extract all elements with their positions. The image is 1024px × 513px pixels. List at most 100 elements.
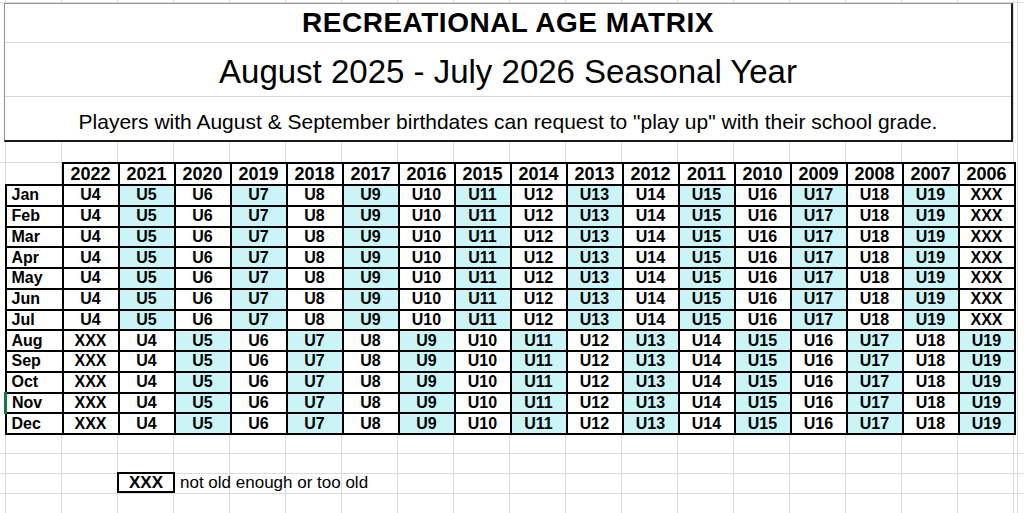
age-cell: U17 (791, 247, 847, 268)
age-cell: U11 (511, 372, 567, 393)
age-cell: U17 (847, 372, 903, 393)
table-row: DecXXXU4U5U6U7U8U9U10U11U12U13U14U15U16U… (6, 413, 1015, 434)
age-cell: U9 (399, 330, 455, 351)
age-cell: U9 (343, 268, 399, 289)
age-cell: U14 (623, 310, 679, 331)
year-header: 2015 (455, 163, 511, 185)
age-cell: U7 (231, 185, 287, 206)
year-header: 2019 (231, 163, 287, 185)
age-cell: U11 (511, 351, 567, 372)
age-cell: U12 (511, 310, 567, 331)
age-cell: U8 (287, 268, 343, 289)
month-label: Nov (6, 393, 63, 414)
age-cell: U10 (399, 310, 455, 331)
age-cell: U9 (343, 185, 399, 206)
year-header: 2007 (903, 163, 959, 185)
year-header: 2022 (63, 163, 119, 185)
age-cell: U18 (847, 206, 903, 227)
age-cell: U12 (567, 413, 623, 434)
age-cell: U18 (903, 330, 959, 351)
age-cell: U8 (287, 206, 343, 227)
table-row: AugXXXU4U5U6U7U8U9U10U11U12U13U14U15U16U… (6, 330, 1015, 351)
table-row: JanU4U5U6U7U8U9U10U11U12U13U14U15U16U17U… (6, 185, 1015, 206)
age-cell: U18 (847, 310, 903, 331)
year-header: 2020 (175, 163, 231, 185)
age-cell: U11 (455, 227, 511, 248)
age-cell: U5 (119, 206, 175, 227)
age-cell: U15 (679, 185, 735, 206)
age-cell: U8 (287, 247, 343, 268)
age-cell: U7 (231, 227, 287, 248)
age-cell: U5 (175, 372, 231, 393)
age-cell: U5 (119, 227, 175, 248)
age-cell: U13 (567, 268, 623, 289)
month-label: May (6, 268, 63, 289)
age-cell: U17 (847, 393, 903, 414)
age-cell: U5 (175, 330, 231, 351)
age-cell: U18 (903, 413, 959, 434)
age-cell: U7 (287, 351, 343, 372)
table-row: FebU4U5U6U7U8U9U10U11U12U13U14U15U16U17U… (6, 206, 1015, 227)
age-cell: U10 (399, 206, 455, 227)
age-cell: U10 (399, 185, 455, 206)
age-cell: U15 (679, 289, 735, 310)
table-row: MarU4U5U6U7U8U9U10U11U12U13U14U15U16U17U… (6, 227, 1015, 248)
age-cell: U10 (399, 268, 455, 289)
table-row: NovXXXU4U5U6U7U8U9U10U11U12U13U14U15U16U… (6, 393, 1015, 414)
age-cell: U8 (343, 372, 399, 393)
age-cell: U18 (903, 393, 959, 414)
age-cell: U13 (567, 227, 623, 248)
age-cell: U17 (791, 310, 847, 331)
age-cell: U19 (903, 310, 959, 331)
age-cell: U14 (623, 247, 679, 268)
age-cell: U4 (63, 185, 119, 206)
age-matrix-table: 2022202120202019201820172016201520142013… (4, 162, 1016, 435)
age-cell: U16 (735, 310, 791, 331)
age-cell: U13 (567, 310, 623, 331)
age-cell: U19 (959, 330, 1015, 351)
age-cell: U8 (343, 393, 399, 414)
age-cell: U11 (511, 330, 567, 351)
month-label: Oct (6, 372, 63, 393)
age-cell: U6 (175, 227, 231, 248)
age-cell: U7 (231, 268, 287, 289)
age-cell: U16 (791, 351, 847, 372)
age-cell: U11 (455, 247, 511, 268)
age-cell: U14 (623, 185, 679, 206)
year-header: 2017 (343, 163, 399, 185)
age-cell: U13 (567, 206, 623, 227)
age-cell: U4 (63, 206, 119, 227)
age-cell: U6 (231, 393, 287, 414)
year-header: 2006 (959, 163, 1015, 185)
age-cell: U14 (623, 206, 679, 227)
age-cell: U11 (455, 185, 511, 206)
age-cell: U4 (63, 268, 119, 289)
age-cell: U17 (791, 268, 847, 289)
age-cell: U18 (847, 268, 903, 289)
gridline-vertical (1017, 0, 1018, 513)
age-cell: U19 (903, 206, 959, 227)
age-cell: U6 (175, 289, 231, 310)
age-cell: U13 (623, 393, 679, 414)
age-cell: U16 (735, 185, 791, 206)
age-cell: U11 (455, 206, 511, 227)
month-label: Sep (6, 351, 63, 372)
age-cell: U6 (175, 185, 231, 206)
gridline-horizontal (0, 453, 1024, 454)
age-cell: U12 (511, 227, 567, 248)
age-cell: U6 (175, 247, 231, 268)
age-cell: U10 (399, 247, 455, 268)
age-cell: U4 (63, 227, 119, 248)
age-cell: U11 (455, 289, 511, 310)
month-label: Aug (6, 330, 63, 351)
table-row: JulU4U5U6U7U8U9U10U11U12U13U14U15U16U17U… (6, 310, 1015, 331)
age-cell: U4 (63, 289, 119, 310)
age-cell: U15 (735, 393, 791, 414)
age-cell: U17 (791, 227, 847, 248)
age-cell: U8 (287, 310, 343, 331)
age-cell: U9 (343, 247, 399, 268)
age-cell: U10 (399, 227, 455, 248)
table-row: MayU4U5U6U7U8U9U10U11U12U13U14U15U16U17U… (6, 268, 1015, 289)
age-cell: U16 (791, 413, 847, 434)
age-cell: XXX (959, 289, 1015, 310)
